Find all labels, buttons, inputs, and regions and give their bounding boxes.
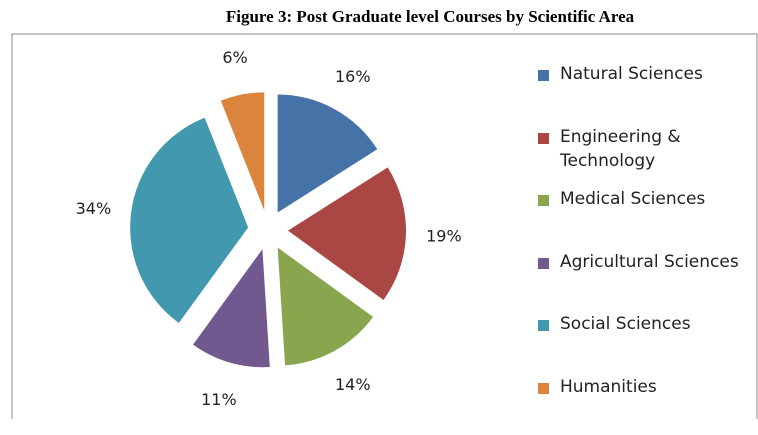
legend-label: Social Sciences — [560, 314, 691, 335]
legend-label: Natural Sciences — [560, 64, 703, 84]
data-label: 14% — [335, 375, 371, 394]
legend-swatch — [538, 195, 549, 207]
legend-item: Agricultural Sciences — [538, 250, 753, 310]
legend-swatch — [538, 383, 549, 394]
legend-label: Agricultural Sciences — [560, 251, 739, 272]
pie-slice — [193, 249, 270, 368]
data-label: 6% — [222, 48, 247, 67]
legend-swatch — [538, 257, 549, 269]
legend-item: Medical Sciences — [538, 187, 753, 247]
pie-slice — [130, 117, 249, 323]
legend-item: Engineering & Technology — [538, 125, 753, 185]
chart-border — [11, 33, 758, 419]
data-label: 16% — [335, 67, 371, 86]
page: Figure 3: Post Graduate level Courses by… — [11, 7, 758, 419]
data-label: 34% — [76, 199, 112, 218]
legend-label: Humanities — [560, 377, 657, 397]
pie-slice — [277, 94, 378, 213]
data-label: 19% — [426, 227, 462, 246]
data-label: 11% — [201, 390, 237, 409]
legend-item: Humanities — [538, 375, 753, 435]
legend-swatch — [538, 320, 549, 332]
pie-slice — [277, 247, 374, 366]
legend-item: Natural Sciences — [538, 62, 753, 122]
chart: Figure 3: Post Graduate level Courses by… — [11, 7, 758, 419]
pie-slice — [220, 92, 265, 211]
legend-swatch — [538, 70, 549, 81]
legend-item: Social Sciences — [538, 312, 753, 372]
chart-title: Figure 3: Post Graduate level Courses by… — [226, 7, 635, 26]
legend-label: Medical Sciences — [560, 189, 706, 210]
pie-slice — [287, 167, 406, 300]
legend-label: Engineering & Technology — [560, 126, 681, 171]
legend-swatch — [538, 132, 549, 144]
